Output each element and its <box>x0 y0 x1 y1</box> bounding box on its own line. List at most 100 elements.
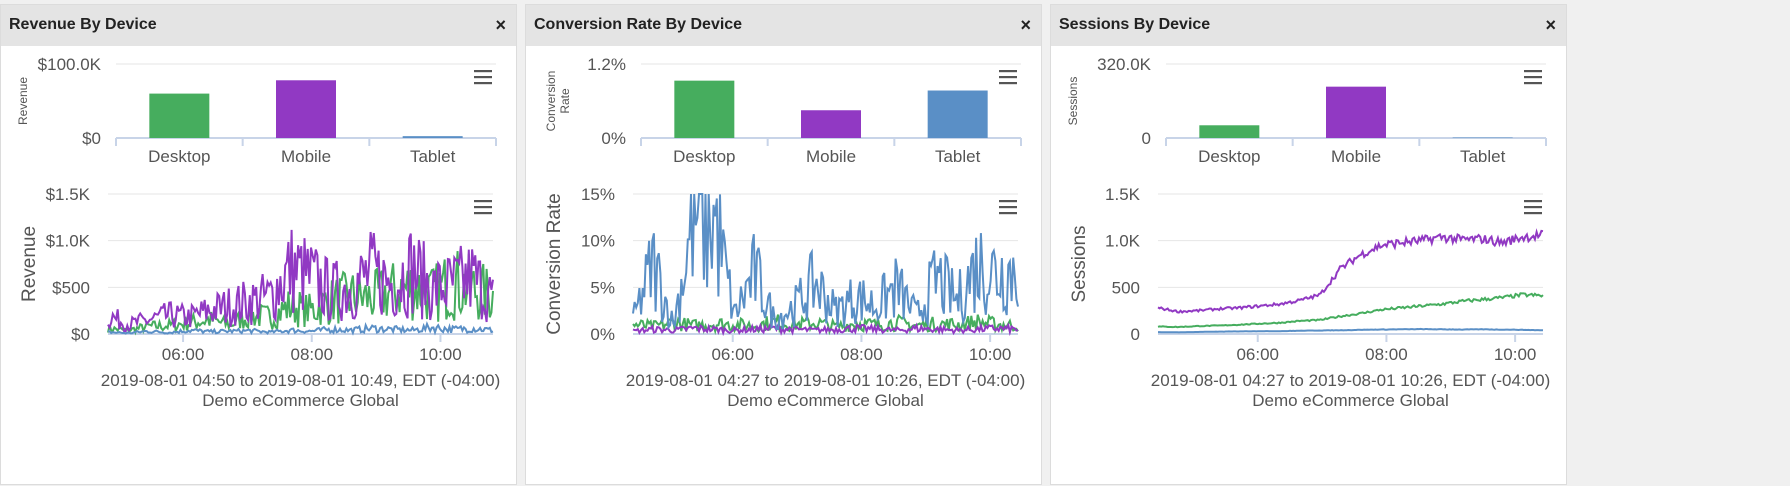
x-tick-label: Desktop <box>673 147 735 166</box>
series-line-1 <box>632 322 1019 337</box>
menu-bar <box>999 212 1017 215</box>
menu-icon[interactable] <box>474 70 492 85</box>
bar-chart: $0 $100.0K Desktop Mobile Tablet Revenue <box>16 55 497 166</box>
menu-icon[interactable] <box>999 200 1017 215</box>
y-tick-label: 5% <box>590 278 615 297</box>
y-tick-label: 1.2% <box>587 55 626 74</box>
bar-tablet <box>927 90 988 138</box>
series-line-2 <box>107 320 494 336</box>
bar-mobile <box>801 110 861 138</box>
y-tick-label: 320.0K <box>1097 55 1152 74</box>
menu-bar <box>474 70 492 73</box>
y-tick-label: $1.5K <box>46 185 91 204</box>
line-chart: 0% 5% 10% 15% 06:00 08:00 10:00 Conversion Rate… <box>544 185 1025 410</box>
bar-desktop <box>149 93 210 138</box>
panel-header: Sessions By Device × <box>1051 5 1566 46</box>
y-tick-label: $0 <box>82 129 101 148</box>
menu-bar <box>474 82 492 85</box>
x-tick-label: 08:00 <box>290 345 333 364</box>
y-axis-title: Conversion Rate <box>544 193 565 335</box>
y-axis-title: Sessions <box>1066 77 1080 126</box>
bar-desktop <box>1199 125 1260 138</box>
panel-title: Sessions By Device <box>1059 16 1211 33</box>
panel-header: Revenue By Device × <box>1 5 516 46</box>
panel-header: Conversion Rate By Device × <box>526 5 1041 46</box>
y-tick-label: 10% <box>581 232 615 251</box>
menu-bar <box>1524 70 1542 73</box>
x-tick-label: 10:00 <box>969 345 1012 364</box>
menu-bar <box>474 206 492 209</box>
menu-bar <box>474 200 492 203</box>
menu-bar <box>999 82 1017 85</box>
menu-icon[interactable] <box>999 70 1017 85</box>
x-tick-label: Tablet <box>410 147 456 166</box>
close-icon[interactable]: × <box>1545 15 1556 35</box>
x-tick-label: Desktop <box>1198 147 1260 166</box>
x-tick-label: Mobile <box>806 147 856 166</box>
date-range-caption: 2019-08-01 04:27 to 2019-08-01 10:26, ED… <box>1151 371 1550 390</box>
menu-icon[interactable] <box>1524 200 1542 215</box>
series-line-0 <box>1157 292 1544 329</box>
y-tick-label: 500 <box>1112 278 1140 297</box>
menu-bar <box>1524 82 1542 85</box>
y-tick-label: $0 <box>71 325 90 344</box>
panel-title: Revenue By Device <box>9 16 157 33</box>
series-line-2 <box>632 193 1019 331</box>
menu-bar <box>474 212 492 215</box>
bar-tablet <box>402 136 463 138</box>
panel-title: Conversion Rate By Device <box>534 16 743 33</box>
x-tick-label: 10:00 <box>1494 345 1537 364</box>
y-axis-title: Sessions <box>1069 225 1090 302</box>
x-tick-label: 06:00 <box>711 345 754 364</box>
bar-chart: 0 320.0K Desktop Mobile Tablet Sessions <box>1066 55 1547 166</box>
series-line-1 <box>1157 228 1544 314</box>
y-tick-label: 0% <box>601 129 626 148</box>
y-tick-label: $1.0K <box>46 232 91 251</box>
bar-tablet <box>1452 137 1513 139</box>
close-icon[interactable]: × <box>495 15 506 35</box>
x-tick-label: Mobile <box>1331 147 1381 166</box>
panel-sessions: Sessions By Device × 0 320.0K Desktop Mobil… <box>1050 4 1567 485</box>
line-chart: $0 $500 $1.0K $1.5K 06:00 08:00 10:00 Revenue 20… <box>19 185 500 410</box>
menu-bar <box>999 70 1017 73</box>
date-range-caption: 2019-08-01 04:50 to 2019-08-01 10:49, ED… <box>101 371 500 390</box>
bar-mobile <box>276 80 336 138</box>
menu-bar <box>999 76 1017 79</box>
y-axis-title: Revenue <box>19 226 40 302</box>
close-icon[interactable]: × <box>1020 15 1031 35</box>
x-tick-label: 10:00 <box>419 345 462 364</box>
menu-bar <box>1524 76 1542 79</box>
x-tick-label: Desktop <box>148 147 210 166</box>
x-tick-label: 08:00 <box>840 345 883 364</box>
menu-bar <box>999 206 1017 209</box>
y-tick-label: 0 <box>1131 325 1140 344</box>
x-tick-label: Tablet <box>1460 147 1506 166</box>
bar-desktop <box>674 80 735 138</box>
y-axis-title: Revenue <box>16 77 30 125</box>
y-axis-title: Rate <box>558 88 572 114</box>
menu-bar <box>1524 206 1542 209</box>
site-caption: Demo eCommerce Global <box>1252 391 1449 410</box>
site-caption: Demo eCommerce Global <box>727 391 924 410</box>
x-tick-label: 06:00 <box>1236 345 1279 364</box>
y-axis-title: Conversion <box>544 71 558 132</box>
y-tick-label: 15% <box>581 185 615 204</box>
menu-icon[interactable] <box>474 200 492 215</box>
menu-bar <box>1524 212 1542 215</box>
x-tick-label: 08:00 <box>1365 345 1408 364</box>
x-tick-label: 06:00 <box>162 345 205 364</box>
panel-conversion-rate: Conversion Rate By Device × 0% 1.2% Deskto… <box>525 4 1042 485</box>
series-line-1 <box>107 229 494 333</box>
y-tick-label: 0% <box>590 325 615 344</box>
menu-bar <box>474 76 492 79</box>
bar-chart: 0% 1.2% Desktop Mobile Tablet Conversion Rate <box>544 55 1022 166</box>
menu-icon[interactable] <box>1524 70 1542 85</box>
date-range-caption: 2019-08-01 04:27 to 2019-08-01 10:26, ED… <box>626 371 1025 390</box>
y-tick-label: $500 <box>52 278 90 297</box>
series-line-2 <box>1158 327 1544 334</box>
site-caption: Demo eCommerce Global <box>202 391 399 410</box>
y-tick-label: 1.0K <box>1105 232 1141 251</box>
panel-revenue: Revenue By Device × $0 $100.0K Desktop Mobi… <box>0 4 517 485</box>
y-tick-label: 1.5K <box>1105 185 1141 204</box>
bar-mobile <box>1326 86 1386 138</box>
